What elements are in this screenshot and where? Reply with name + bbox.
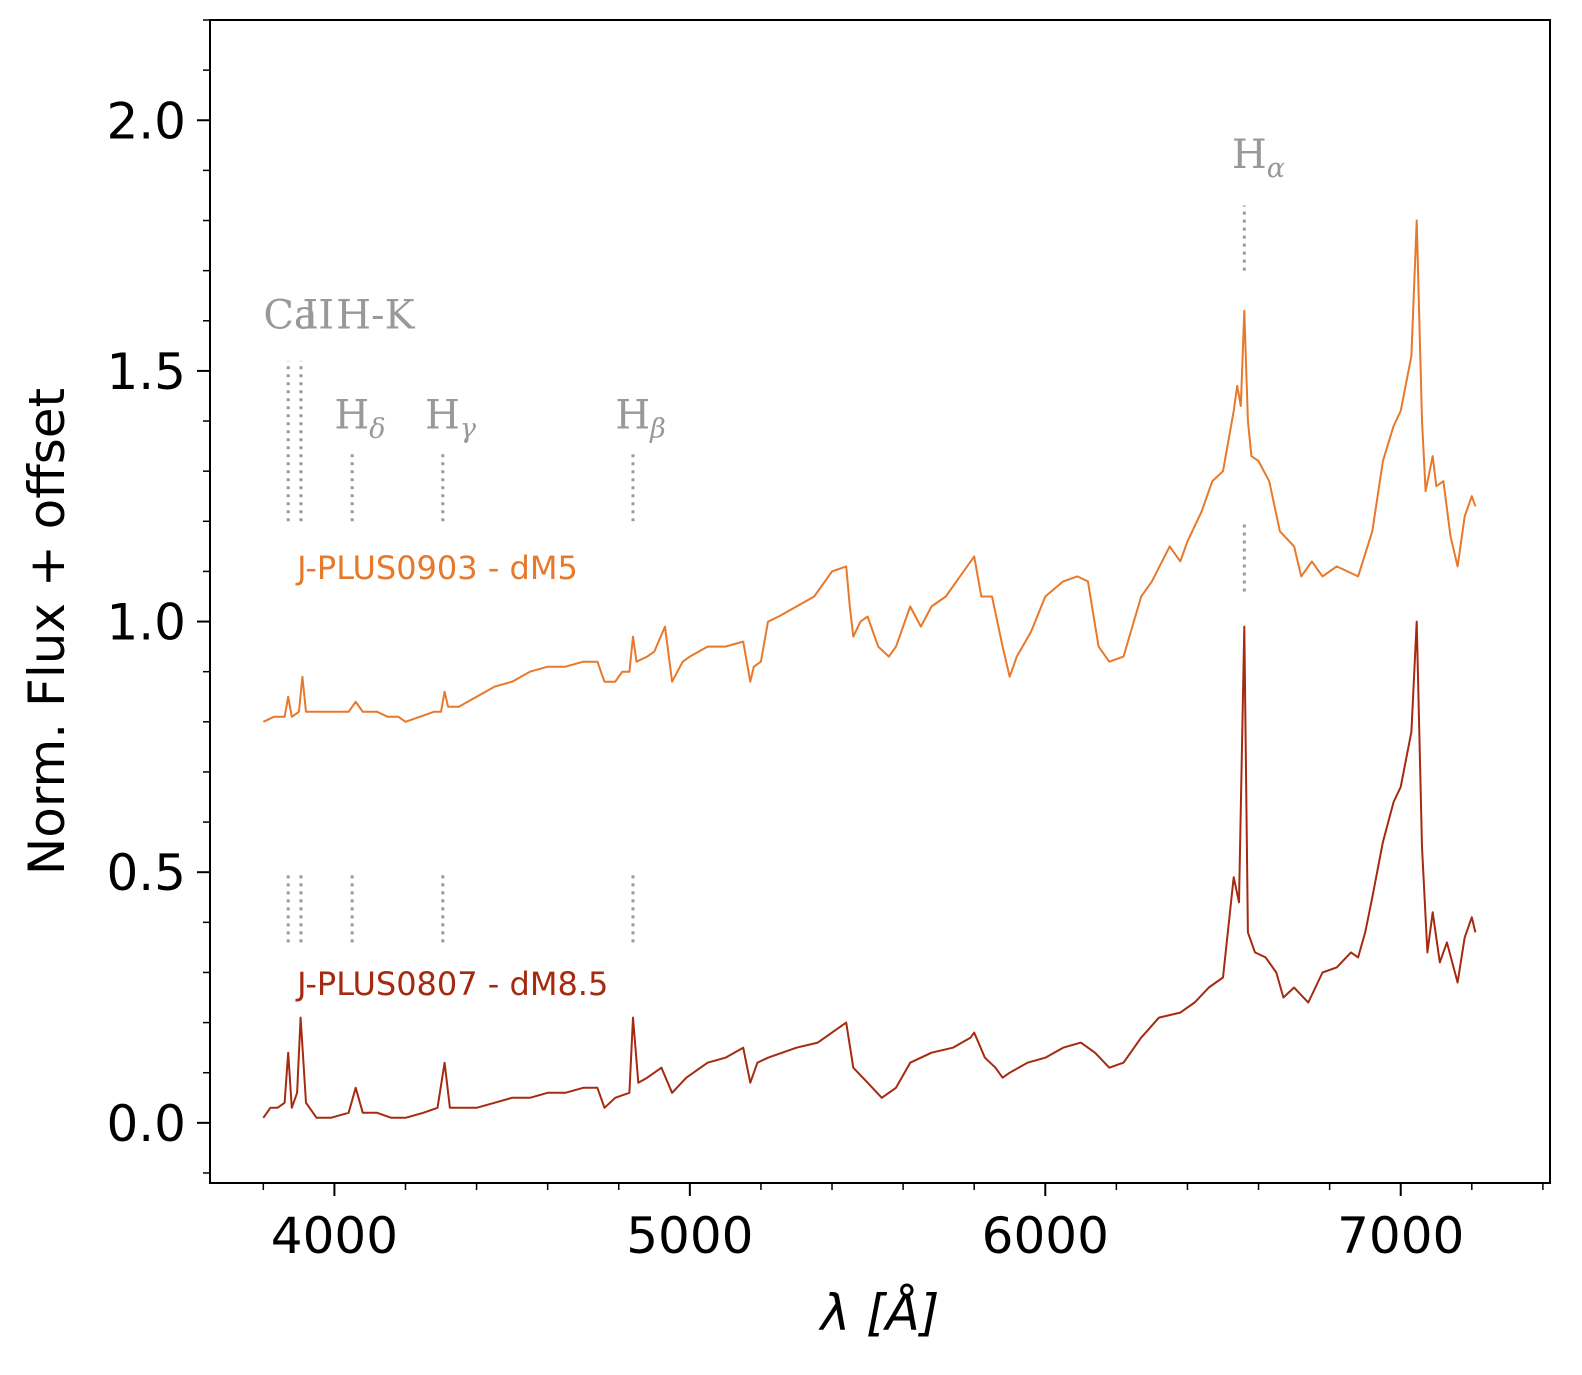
series-line	[262, 620, 1477, 1119]
line-name-label: II	[302, 292, 334, 338]
line-name-label: Ca	[263, 292, 317, 338]
x-axis-title: λ [Å]	[818, 1284, 940, 1342]
series-label: J-PLUS0807 - dM8.5	[295, 965, 608, 1003]
line-name-subscript: δ	[369, 414, 385, 445]
line-name-label: Hδ	[334, 393, 385, 445]
minor-ticks	[203, 19, 1544, 1190]
series-labels: J-PLUS0903 - dM5 J-PLUS0807 - dM8.5	[295, 549, 608, 1003]
line-name-label: H-K	[336, 292, 415, 338]
x-tick-label: 6000	[982, 1207, 1109, 1265]
y-tick-label: 0.0	[106, 1095, 186, 1153]
line-name-label: Hγ	[425, 393, 477, 445]
plot-frame	[209, 19, 1551, 1184]
y-axis-title: Norm. Flux + offset	[18, 388, 76, 875]
line-name-subscript: γ	[460, 414, 477, 445]
series-label: J-PLUS0903 - dM5	[295, 549, 578, 587]
y-tick-label: 2.0	[106, 92, 186, 150]
line-name-subscript: β	[649, 414, 666, 445]
x-tick-label: 7000	[1337, 1207, 1464, 1265]
line-name-subscript: α	[1267, 153, 1285, 184]
line-name-label: Hβ	[615, 393, 666, 445]
line-name-label: Hα	[1232, 132, 1285, 184]
y-tick-label: 1.5	[106, 343, 186, 401]
y-tick-label: 0.5	[106, 844, 186, 902]
x-tick-label: 5000	[626, 1207, 753, 1265]
y-tick-label: 1.0	[106, 594, 186, 652]
major-ticks: 4000 5000 6000 7000 0.0 0.5 1.0 1.5 2.0	[106, 92, 1464, 1265]
line-markers	[286, 205, 1246, 943]
series-line	[262, 219, 1477, 723]
series-lines	[262, 219, 1477, 1119]
x-tick-label: 4000	[271, 1207, 398, 1265]
